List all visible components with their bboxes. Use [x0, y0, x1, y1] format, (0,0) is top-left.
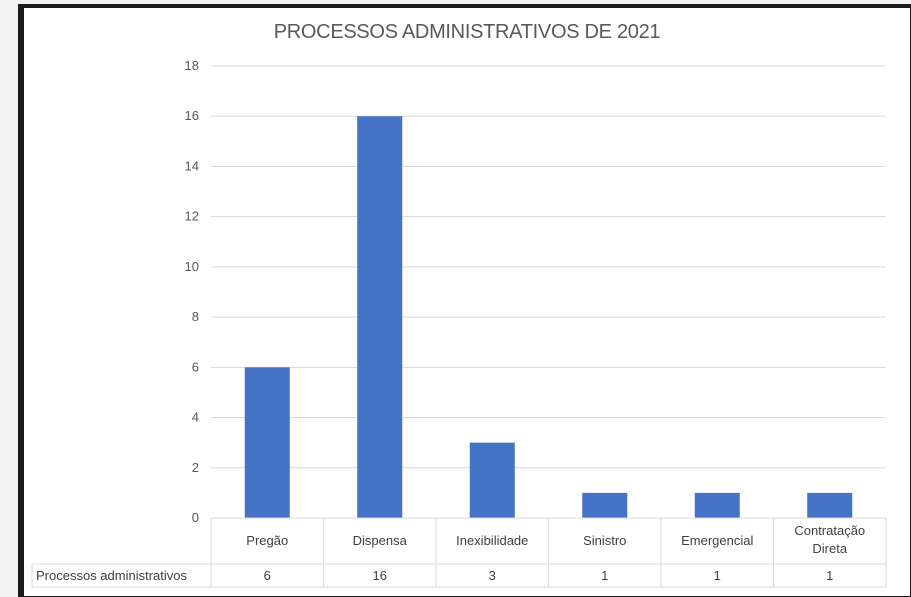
y-tick-label: 2 [192, 460, 199, 475]
data-label: 6 [264, 568, 271, 583]
y-tick-label: 6 [192, 359, 199, 374]
bar [244, 367, 290, 518]
y-tick-label: 14 [185, 158, 199, 173]
y-tick-label: 12 [185, 209, 199, 224]
legend-series-name: Processos administrativos [36, 568, 187, 583]
x-tick-label: Sinistro [583, 533, 626, 548]
bar [694, 492, 740, 518]
x-tick-label: Dispensa [353, 533, 408, 548]
y-tick-label: 8 [192, 309, 199, 324]
x-tick-label: Inexibilidade [456, 533, 528, 548]
x-tick-label: Contratação Direta [794, 523, 865, 556]
y-tick-label: 4 [192, 410, 199, 425]
bar [807, 492, 853, 518]
data-label: 16 [373, 568, 387, 583]
bar [357, 116, 403, 518]
chart-area: PROCESSOS ADMINISTRATIVOS DE 2021 0 2 4 6 8 1… [24, 8, 910, 596]
y-tick-label: 16 [185, 108, 199, 123]
y-tick-label: 0 [192, 510, 199, 525]
y-tick-label: 18 [185, 58, 199, 73]
bar [469, 442, 515, 518]
y-tick-label: 10 [185, 259, 199, 274]
chart-title: PROCESSOS ADMINISTRATIVOS DE 2021 [273, 21, 661, 43]
x-tick-label: Emergencial [681, 533, 753, 548]
data-label: 1 [601, 568, 608, 583]
data-label: 1 [714, 568, 721, 583]
data-label: 1 [826, 568, 833, 583]
x-tick-label: Pregão [246, 533, 288, 548]
data-label: 3 [489, 568, 496, 583]
bar [582, 492, 628, 518]
